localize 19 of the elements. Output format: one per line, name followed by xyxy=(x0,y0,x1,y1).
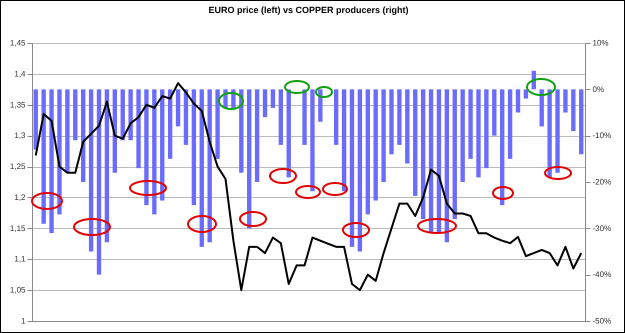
line-series xyxy=(34,82,582,292)
y2-tick-label: 10% xyxy=(592,38,609,48)
y2-tick-label: -30% xyxy=(592,224,612,233)
y-tick-label: 1,25 xyxy=(10,162,26,172)
y-tick-label: 1,45 xyxy=(10,38,26,48)
y2-tick-label: -20% xyxy=(592,178,612,186)
y2-tick-label: -10% xyxy=(592,131,612,140)
y-tick-label: 1,1 xyxy=(14,254,26,264)
y-tick-label: 1 xyxy=(21,316,26,326)
chart-title: EURO price (left) vs COPPER producers (right) xyxy=(208,5,409,15)
y-tick-label: 1,2 xyxy=(14,192,26,202)
y2-tick-label: 0% xyxy=(592,84,604,94)
y-tick-label: 1,4 xyxy=(14,69,26,78)
y2-tick-label: -50% xyxy=(592,316,612,326)
y-tick-label: 1,35 xyxy=(10,100,26,110)
y-tick-label: 1,3 xyxy=(14,131,26,140)
y-tick-label: 1,15 xyxy=(10,224,26,233)
y-tick-label: 1,05 xyxy=(10,286,26,295)
y2-tick-label: -40% xyxy=(592,270,612,280)
